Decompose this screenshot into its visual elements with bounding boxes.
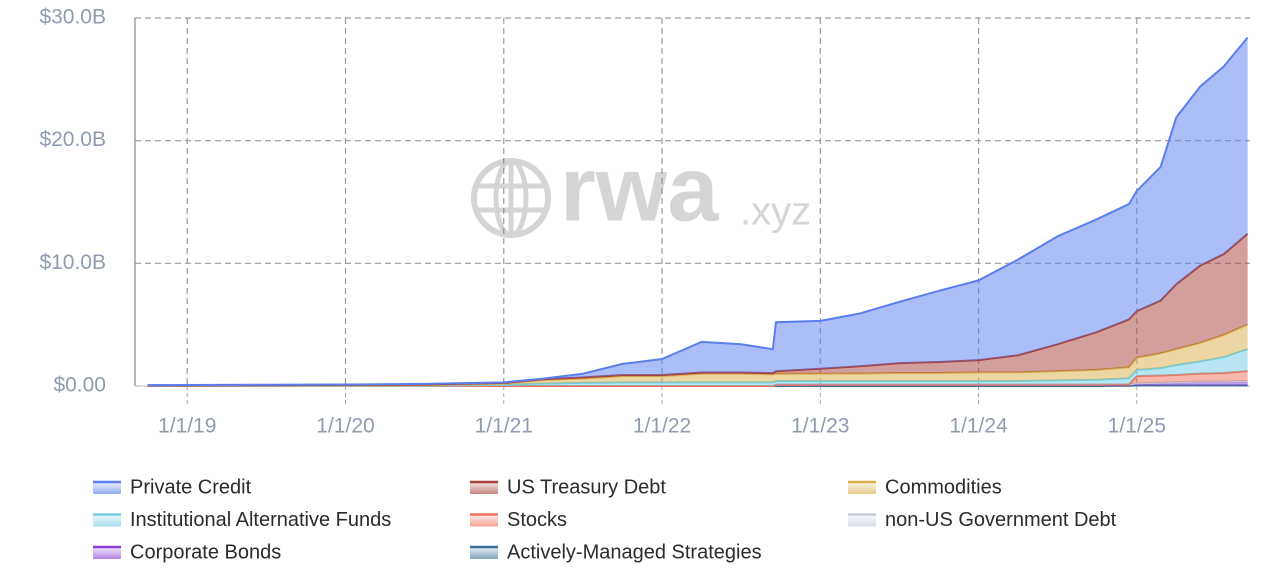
y-tick-label: $10.0B — [39, 251, 106, 274]
watermark-main: rwa — [560, 138, 719, 240]
legend-swatch-shade — [470, 547, 498, 559]
legend-label: Commodities — [885, 476, 1002, 498]
x-tick-label: 1/1/22 — [633, 415, 691, 438]
area-fill — [147, 37, 1248, 386]
watermark-suffix: .xyz — [740, 190, 811, 234]
legend-label: non-US Government Debt — [885, 509, 1117, 531]
x-tick-label: 1/1/21 — [475, 415, 533, 438]
legend-label: Private Credit — [130, 476, 252, 498]
legend-label: Actively-Managed Strategies — [507, 541, 762, 563]
x-tick-label: 1/1/24 — [949, 415, 1008, 438]
legend-swatch-shade — [470, 514, 498, 527]
area-line — [147, 36, 1249, 387]
y-tick-label: $30.0B — [39, 6, 106, 29]
y-tick-label: $20.0B — [39, 128, 106, 151]
legend-label: Stocks — [507, 509, 567, 531]
x-tick-label: 1/1/25 — [1108, 415, 1166, 438]
x-tick-label: 1/1/23 — [791, 415, 849, 438]
legend-swatch-shade — [93, 514, 121, 527]
x-tick-label: 1/1/20 — [316, 415, 374, 438]
y-tick-label: $0.00 — [53, 374, 106, 397]
legend-label: Corporate Bonds — [130, 541, 281, 563]
legend-swatch-shade — [848, 482, 876, 494]
legend-label: Institutional Alternative Funds — [130, 509, 391, 531]
legend-label: US Treasury Debt — [507, 476, 666, 498]
x-tick-label: 1/1/19 — [158, 415, 216, 438]
watermark: rwa .xyz — [471, 138, 811, 240]
legend-swatch-shade — [93, 547, 121, 559]
legend-swatch-shade — [93, 482, 121, 494]
legend-swatch-shade — [470, 482, 498, 494]
legend-swatch-shade — [848, 514, 876, 527]
